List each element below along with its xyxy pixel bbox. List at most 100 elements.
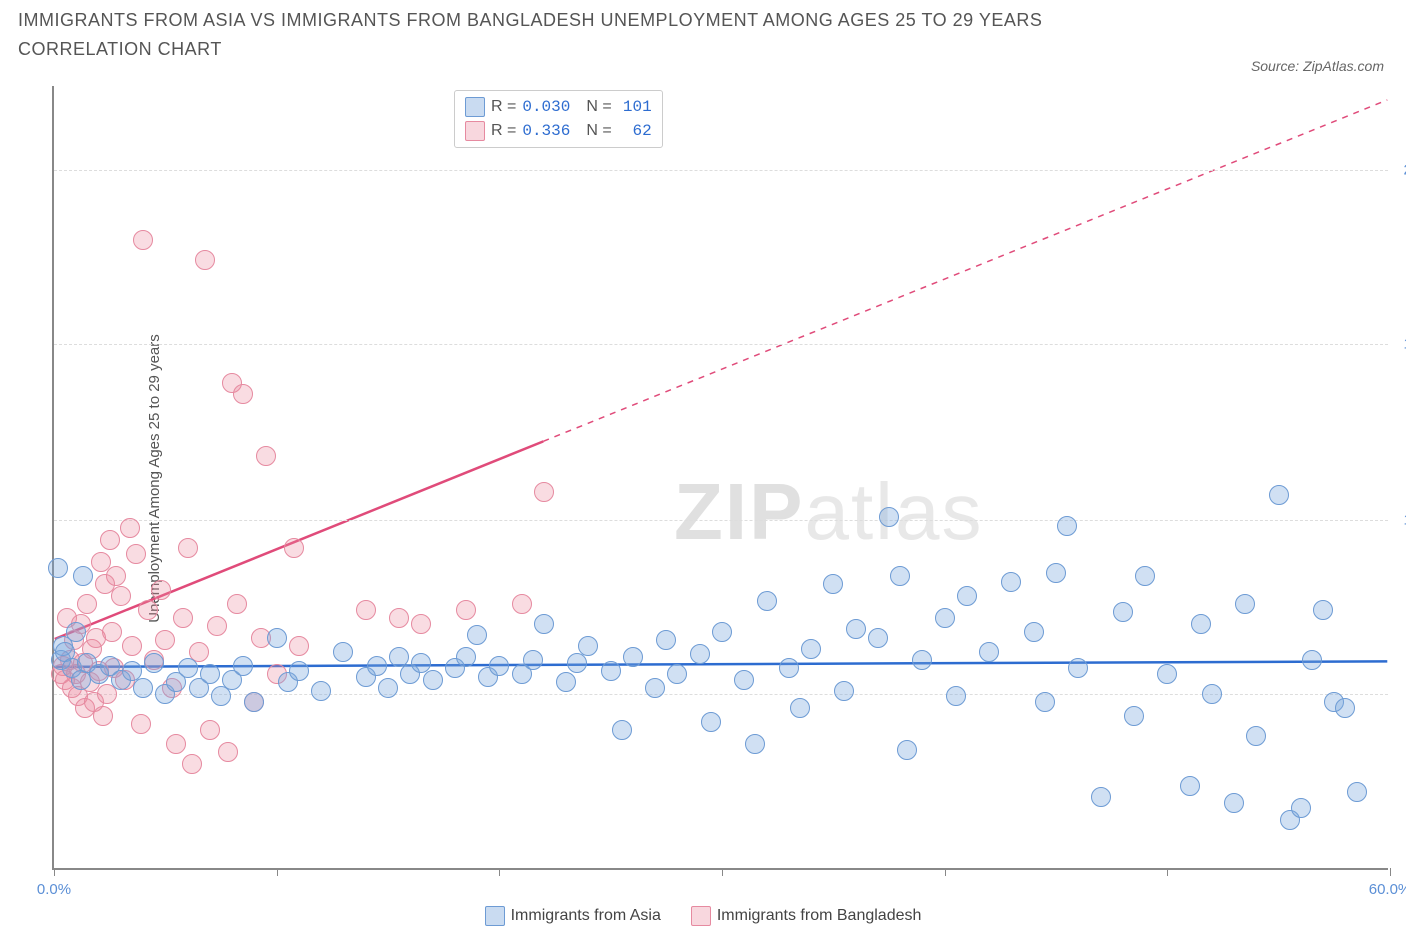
scatter-point xyxy=(111,586,131,606)
x-tick xyxy=(277,868,278,876)
x-tick xyxy=(54,868,55,876)
correlation-legend: R =0.030N =101R =0.336N =62 xyxy=(454,90,663,148)
scatter-point xyxy=(979,642,999,662)
legend-item: Immigrants from Asia xyxy=(485,906,661,926)
scatter-point xyxy=(712,622,732,642)
x-tick xyxy=(1390,868,1391,876)
scatter-point xyxy=(144,653,164,673)
scatter-point xyxy=(256,446,276,466)
scatter-point xyxy=(77,594,97,614)
scatter-point xyxy=(284,538,304,558)
source-credit: Source: ZipAtlas.com xyxy=(1251,58,1384,74)
scatter-point xyxy=(556,672,576,692)
series-legend: Immigrants from Asia Immigrants from Bang… xyxy=(0,906,1406,926)
scatter-point xyxy=(935,608,955,628)
scatter-point xyxy=(667,664,687,684)
y-tick-label: 18.8% xyxy=(1392,335,1406,352)
scatter-point xyxy=(411,614,431,634)
scatter-point xyxy=(1191,614,1211,634)
x-tick xyxy=(945,868,946,876)
scatter-point xyxy=(946,686,966,706)
scatter-point xyxy=(534,614,554,634)
scatter-point xyxy=(456,600,476,620)
legend-n-value: 101 xyxy=(618,95,652,119)
scatter-point xyxy=(131,714,151,734)
scatter-point xyxy=(289,636,309,656)
scatter-point xyxy=(578,636,598,656)
scatter-point xyxy=(1091,787,1111,807)
scatter-point xyxy=(1246,726,1266,746)
scatter-point xyxy=(601,661,621,681)
legend-row: R =0.030N =101 xyxy=(465,95,652,119)
scatter-point xyxy=(48,558,68,578)
scatter-point xyxy=(489,656,509,676)
scatter-point xyxy=(801,639,821,659)
scatter-point xyxy=(173,608,193,628)
scatter-point xyxy=(1046,563,1066,583)
legend-n-label: N = xyxy=(586,119,611,143)
scatter-point xyxy=(512,594,532,614)
scatter-point xyxy=(122,636,142,656)
scatter-point xyxy=(645,678,665,698)
scatter-point xyxy=(218,742,238,762)
scatter-point xyxy=(182,754,202,774)
trend-line xyxy=(55,661,1388,667)
legend-r-label: R = xyxy=(491,119,516,143)
watermark: ZIPatlas xyxy=(674,466,983,558)
gridline xyxy=(54,520,1388,521)
legend-n-value: 62 xyxy=(618,119,652,143)
scatter-point xyxy=(690,644,710,664)
scatter-point xyxy=(868,628,888,648)
scatter-point xyxy=(1224,793,1244,813)
scatter-point xyxy=(1057,516,1077,536)
scatter-point xyxy=(126,544,146,564)
scatter-point xyxy=(846,619,866,639)
scatter-point xyxy=(1269,485,1289,505)
gridline xyxy=(54,344,1388,345)
scatter-point xyxy=(957,586,977,606)
scatter-point xyxy=(1157,664,1177,684)
scatter-point xyxy=(467,625,487,645)
scatter-point xyxy=(1313,600,1333,620)
gridline xyxy=(54,170,1388,171)
scatter-point xyxy=(389,608,409,628)
scatter-point xyxy=(200,664,220,684)
scatter-point xyxy=(151,580,171,600)
x-tick xyxy=(1167,868,1168,876)
scatter-point xyxy=(227,594,247,614)
x-tick-label: 0.0% xyxy=(37,881,71,898)
legend-r-label: R = xyxy=(491,95,516,119)
x-tick-label: 60.0% xyxy=(1369,881,1406,898)
scatter-point xyxy=(879,507,899,527)
scatter-point xyxy=(356,600,376,620)
scatter-point xyxy=(155,630,175,650)
legend-label: Immigrants from Bangladesh xyxy=(717,907,922,925)
scatter-point xyxy=(195,250,215,270)
scatter-point xyxy=(1335,698,1355,718)
scatter-point xyxy=(1291,798,1311,818)
scatter-point xyxy=(779,658,799,678)
scatter-point xyxy=(267,628,287,648)
legend-swatch xyxy=(465,121,485,141)
scatter-point xyxy=(102,622,122,642)
scatter-point xyxy=(701,712,721,732)
scatter-point xyxy=(734,670,754,690)
scatter-point xyxy=(133,678,153,698)
y-tick-label: 12.5% xyxy=(1392,512,1406,529)
scatter-point xyxy=(567,653,587,673)
scatter-point xyxy=(120,518,140,538)
scatter-point xyxy=(178,538,198,558)
scatter-point xyxy=(790,698,810,718)
scatter-point xyxy=(823,574,843,594)
legend-item: Immigrants from Bangladesh xyxy=(691,906,922,926)
scatter-point xyxy=(1035,692,1055,712)
y-tick-label: 25.0% xyxy=(1392,162,1406,179)
scatter-point xyxy=(333,642,353,662)
scatter-point xyxy=(623,647,643,667)
scatter-point xyxy=(73,566,93,586)
scatter-point xyxy=(1180,776,1200,796)
chart-title: IMMIGRANTS FROM ASIA VS IMMIGRANTS FROM … xyxy=(18,6,1118,64)
scatter-point xyxy=(244,692,264,712)
legend-swatch xyxy=(485,906,505,926)
scatter-point xyxy=(523,650,543,670)
